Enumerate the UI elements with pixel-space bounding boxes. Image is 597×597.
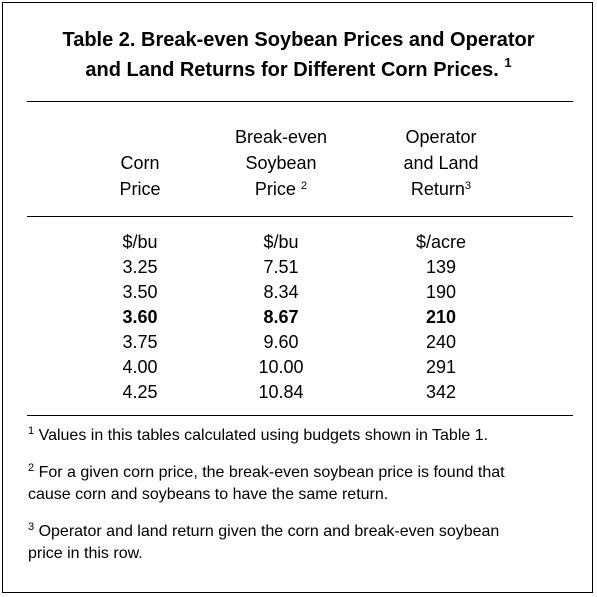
table-cell-return: 342 [425, 382, 457, 402]
header-corn-price: Corn Price [119, 153, 161, 199]
table-cell-soybean: 10.00 [258, 357, 304, 377]
unit-soybean: $/bu [263, 232, 299, 252]
soybean-footnote-mark: 2 [300, 179, 308, 192]
footnote-text: cause corn and soybeans to have the same… [28, 486, 389, 503]
bottom-rule [27, 415, 573, 416]
header-rule [27, 216, 573, 217]
footnote: 3 Operator and land return given the cor… [28, 521, 573, 565]
footnote-mark: 1 [28, 425, 35, 437]
table-cell-soybean: 8.67 [263, 307, 299, 327]
footnote-text: Operator and land return given the corn … [38, 523, 500, 540]
table-cell-return: 190 [425, 282, 457, 302]
table-cell-return: 291 [425, 357, 457, 377]
table-cell-soybean: 8.34 [263, 282, 299, 302]
table-cell-corn: 3.60 [122, 307, 158, 327]
footnote-text: price in this row. [28, 545, 143, 562]
footnote-text: Values in this tables calculated using b… [38, 427, 489, 444]
footnote-mark: 3 [28, 521, 35, 533]
header-operator-land-return: Operator and Land Return3 [403, 127, 479, 199]
table-cell-corn: 3.25 [122, 257, 158, 277]
top-rule [27, 101, 573, 102]
title-footnote-mark: 1 [504, 55, 512, 70]
table-cell-soybean: 9.60 [263, 332, 299, 352]
table-cell-return: 240 [425, 332, 457, 352]
table-cell-return: 210 [425, 307, 457, 327]
table-cell-soybean: 10.84 [258, 382, 304, 402]
unit-return: $/acre [415, 232, 467, 252]
table-cell-return: 139 [425, 257, 457, 277]
table-cell-corn: 4.00 [122, 357, 158, 377]
header-breakeven-soybean-price: Break-even Soybean Price 2 [234, 127, 328, 199]
footnote-mark: 2 [28, 462, 35, 474]
table-cell-corn: 3.75 [122, 332, 158, 352]
footnote: 1 Values in this tables calculated using… [28, 425, 573, 447]
return-footnote-mark: 3 [464, 179, 472, 192]
table-title-line-2: and Land Returns for Different Corn Pric… [85, 55, 512, 81]
unit-corn: $/bu [122, 232, 158, 252]
footnote: 2 For a given corn price, the break-even… [28, 462, 573, 506]
table-title-line-1: Table 2. Break-even Soybean Prices and O… [62, 29, 535, 51]
table-cell-corn: 3.50 [122, 282, 158, 302]
footnote-text: For a given corn price, the break-even s… [38, 464, 505, 481]
table-cell-soybean: 7.51 [263, 257, 299, 277]
table-cell-corn: 4.25 [122, 382, 158, 402]
